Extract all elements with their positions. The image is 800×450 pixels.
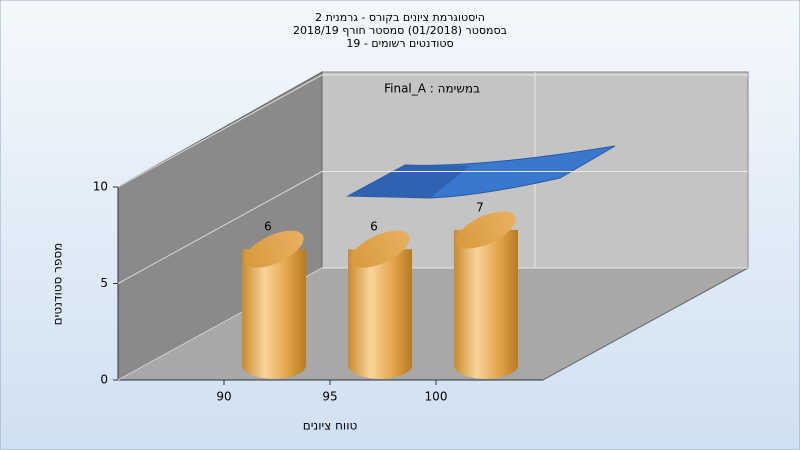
y-tick-label: 10 — [93, 180, 108, 194]
value-label: 6 — [370, 220, 378, 234]
grid-line — [117, 171, 323, 284]
y-tick-label: 0 — [100, 373, 108, 387]
annotation: במשימה : Final_A — [384, 82, 480, 96]
bar — [242, 249, 306, 379]
y-tick-label: 5 — [100, 276, 108, 290]
x-tick-label: 90 — [216, 390, 231, 404]
bar-top — [456, 211, 516, 249]
x-tick-label: 95 — [322, 390, 337, 404]
grid-line — [117, 74, 323, 188]
bar-top — [350, 230, 410, 268]
bar-top — [244, 230, 304, 268]
chart-title: היסטוגרמת ציונים בקורס - גרמנית 2 — [315, 11, 485, 24]
x-axis-label: טווח ציונים — [303, 419, 358, 433]
value-label: 7 — [476, 200, 484, 214]
y-axis-label: מספר סטודנטים — [51, 243, 65, 326]
bar — [348, 249, 412, 379]
ribbon-shade — [348, 165, 470, 198]
chart-subtitle: סטודנטים רשומים - 19 — [346, 37, 453, 50]
chart-subtitle: בסמסטר (01/2018) סמסטר חורף 2018/19 — [293, 24, 507, 37]
x-tick-label: 100 — [425, 390, 448, 404]
value-label: 6 — [264, 220, 272, 234]
bar — [454, 229, 518, 379]
